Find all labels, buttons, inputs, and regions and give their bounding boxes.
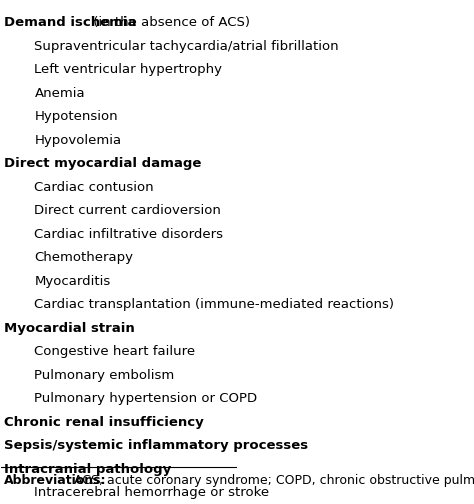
Text: Hypovolemia: Hypovolemia — [35, 134, 121, 147]
Text: Chemotherapy: Chemotherapy — [35, 251, 133, 264]
Text: Demand ischemia: Demand ischemia — [4, 17, 136, 29]
Text: Abbreviations:: Abbreviations: — [4, 474, 106, 487]
Text: Chronic renal insufficiency: Chronic renal insufficiency — [4, 416, 203, 429]
Text: Cardiac infiltrative disorders: Cardiac infiltrative disorders — [35, 228, 223, 241]
Text: ACS, acute coronary syndrome; COPD, chronic obstructive pulmonary disease.: ACS, acute coronary syndrome; COPD, chro… — [70, 474, 474, 487]
Text: Pulmonary hypertension or COPD: Pulmonary hypertension or COPD — [35, 392, 257, 405]
Text: Cardiac transplantation (immune-mediated reactions): Cardiac transplantation (immune-mediated… — [35, 298, 394, 311]
Text: Anemia: Anemia — [35, 87, 85, 100]
Text: Pulmonary embolism: Pulmonary embolism — [35, 369, 174, 382]
Text: Supraventricular tachycardia/atrial fibrillation: Supraventricular tachycardia/atrial fibr… — [35, 40, 339, 53]
Text: Left ventricular hypertrophy: Left ventricular hypertrophy — [35, 64, 222, 77]
Text: Intracerebral hemorrhage or stroke: Intracerebral hemorrhage or stroke — [35, 486, 270, 499]
Text: Congestive heart failure: Congestive heart failure — [35, 345, 195, 358]
Text: Direct current cardioversion: Direct current cardioversion — [35, 204, 221, 217]
Text: Myocarditis: Myocarditis — [35, 275, 110, 288]
Text: Intracranial pathology: Intracranial pathology — [4, 463, 171, 476]
Text: Sepsis/systemic inflammatory processes: Sepsis/systemic inflammatory processes — [4, 439, 308, 452]
Text: Cardiac contusion: Cardiac contusion — [35, 181, 154, 194]
Text: Hypotension: Hypotension — [35, 110, 118, 123]
Text: Direct myocardial damage: Direct myocardial damage — [4, 157, 201, 170]
Text: (in the absence of ACS): (in the absence of ACS) — [89, 17, 250, 29]
Text: Myocardial strain: Myocardial strain — [4, 322, 135, 335]
